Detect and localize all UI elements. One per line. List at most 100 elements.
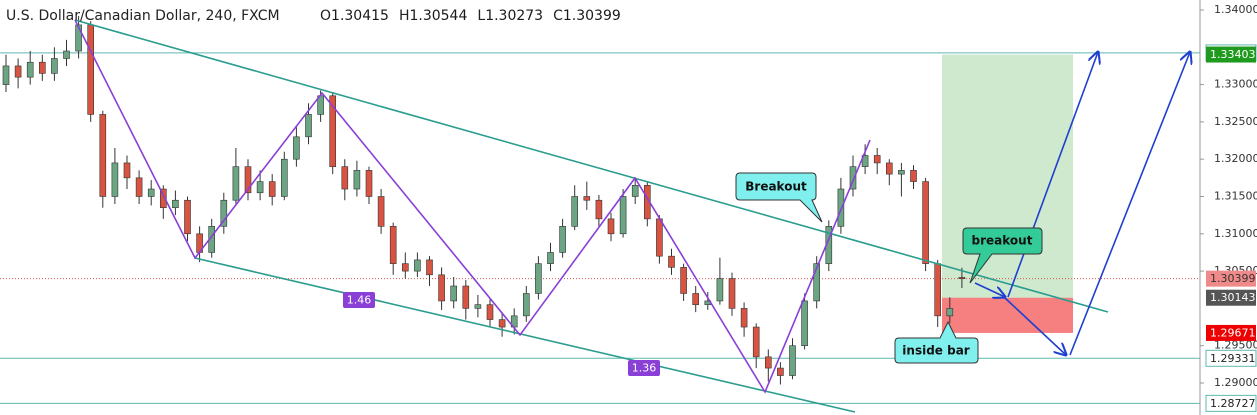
candle-body	[353, 170, 361, 190]
candle-body	[123, 162, 131, 179]
candle-body	[740, 308, 748, 328]
arrow	[974, 282, 1005, 297]
candle-body	[135, 177, 143, 197]
candle-body	[777, 367, 784, 376]
candle-body	[547, 252, 554, 264]
candle-body	[668, 255, 675, 268]
ohlc-prefix: C	[553, 8, 563, 24]
candle-body	[401, 263, 409, 272]
price-tag	[1206, 289, 1256, 306]
candles	[2, 15, 966, 385]
callout-text: Breakout	[745, 180, 807, 194]
candle-body	[341, 166, 349, 190]
y-tick-label: 1.34000	[1214, 3, 1257, 16]
callout-text: breakout	[972, 234, 1033, 248]
candle-body	[559, 226, 566, 253]
candle-body	[147, 188, 155, 197]
candle-body	[656, 218, 663, 257]
ratio-box	[628, 360, 660, 376]
candle-body	[934, 263, 942, 317]
channel-lower	[194, 257, 856, 413]
candle-body	[111, 162, 119, 197]
ratio-label: 1.46	[347, 294, 372, 307]
candle-body	[716, 278, 724, 302]
candle-body	[813, 263, 821, 302]
candle-body	[232, 166, 240, 201]
candle-body	[220, 199, 228, 227]
y-tick-label: 1.29500	[1214, 339, 1257, 352]
price-tag	[1206, 324, 1256, 341]
candle-body	[837, 188, 845, 227]
price-tag-label: 1.30143	[1210, 291, 1256, 304]
y-tick-label: 1.31500	[1214, 189, 1257, 202]
ratio-box	[343, 292, 375, 308]
candle-body	[801, 300, 808, 346]
candle-body	[99, 114, 107, 197]
candle-body	[583, 196, 591, 201]
ohlc-prefix: O	[320, 8, 331, 24]
ohlc-value: 1.30399	[563, 8, 621, 24]
candle-body	[160, 188, 167, 208]
candle-body	[861, 155, 869, 167]
candle-body	[63, 50, 70, 59]
candle-body	[946, 308, 954, 317]
candle-body	[462, 285, 470, 309]
candle-body	[75, 24, 82, 52]
candle-body	[280, 158, 288, 197]
price-tag	[1206, 270, 1256, 287]
candle-body	[474, 304, 482, 309]
candle-body	[305, 114, 312, 138]
price-tag	[1205, 394, 1257, 412]
candle-body	[256, 181, 264, 194]
ohlc-readout: O1.30415 H1.30544 L1.30273 C1.30399	[320, 8, 621, 24]
candle-body	[293, 136, 300, 160]
ohlc-prefix: H	[399, 8, 410, 24]
candle-body	[873, 155, 881, 164]
candle-body	[680, 267, 687, 294]
price-tag-label: 1.33403	[1210, 48, 1256, 61]
candle-body	[38, 61, 46, 74]
candle-body	[595, 199, 603, 220]
price-tag-label: 1.28727	[1210, 397, 1256, 410]
arrow	[1069, 52, 1190, 356]
candle-body	[535, 263, 542, 294]
candle-body	[898, 170, 905, 175]
candle-body	[885, 162, 893, 175]
candle-body	[631, 185, 639, 197]
candle-body	[728, 278, 736, 309]
candle-body	[244, 166, 252, 194]
candle-body	[389, 226, 397, 264]
candle-body	[789, 345, 796, 376]
callout	[962, 227, 1043, 284]
callout-text: inside bar	[902, 344, 970, 358]
candle-body	[14, 65, 22, 78]
stop-zone	[942, 297, 1073, 333]
candle-body	[414, 259, 421, 272]
ohlc-value: 1.30273	[485, 8, 543, 24]
candle-body	[26, 61, 34, 78]
price-tag-label: 1.29671	[1210, 326, 1256, 339]
candle-body	[450, 285, 458, 302]
candle-body	[692, 293, 700, 305]
candle-body	[172, 199, 179, 208]
candle-body	[498, 319, 506, 328]
y-tick-label: 1.29000	[1214, 376, 1257, 389]
candle-body	[365, 170, 373, 197]
price-axis: 1.34000 1.33000 1.32500 1.32000 1.31500 1.310…	[1200, 3, 1257, 412]
candle-body	[184, 199, 191, 235]
candle-body	[268, 181, 276, 197]
ohlc-prefix: L	[477, 8, 485, 24]
candle-body	[619, 196, 627, 235]
channel-upper	[74, 19, 1109, 313]
candle-body	[2, 65, 10, 85]
candle-body	[922, 181, 929, 264]
y-tick-label: 1.33000	[1214, 78, 1257, 91]
candle-body	[958, 277, 966, 279]
plot-background	[0, 52, 1200, 404]
y-tick-label: 1.31000	[1214, 227, 1257, 240]
callout	[735, 172, 823, 223]
candle-body	[607, 218, 615, 235]
candle-body	[329, 95, 337, 167]
target-zone	[942, 54, 1073, 298]
